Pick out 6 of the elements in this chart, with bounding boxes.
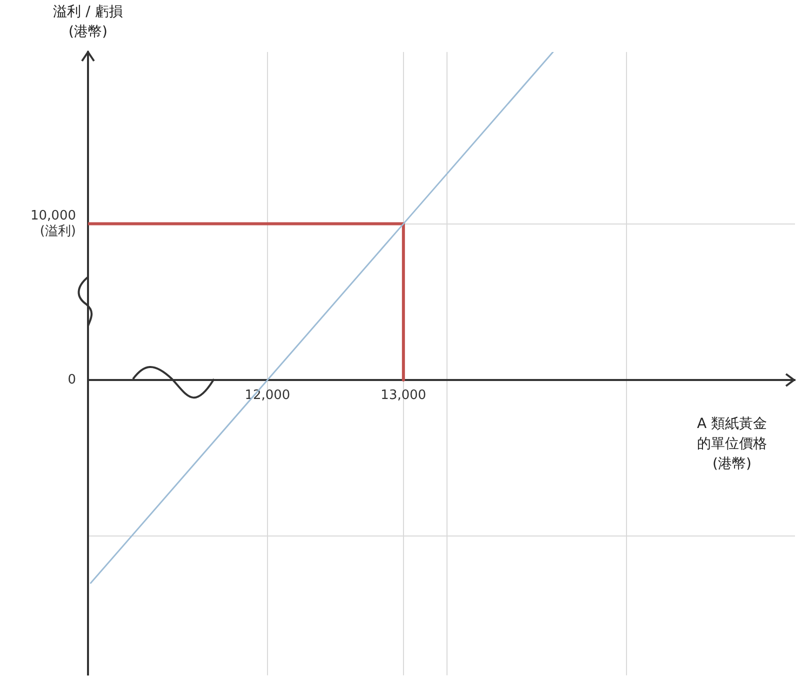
x-tick-label: 12,000 <box>244 388 290 404</box>
y-tick-label: 0 <box>68 372 76 388</box>
x-tick-label: 13,000 <box>380 388 426 404</box>
y-tick-label: 10,000 (溢利) <box>30 208 76 239</box>
y-axis-title: 溢利 / 虧損(港幣) <box>52 3 124 42</box>
x-axis-title: A 類紙黃金的單位價格(港幣) <box>696 415 768 474</box>
